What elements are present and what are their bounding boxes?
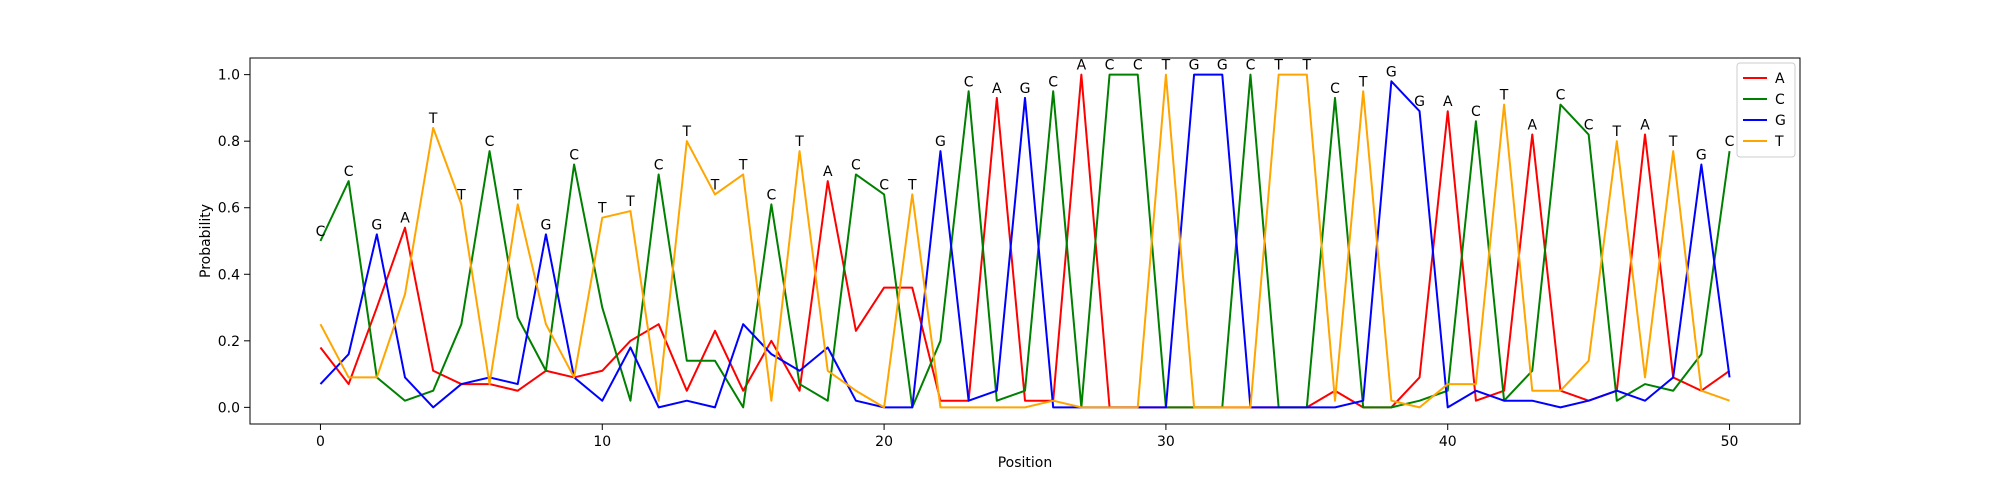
peak-label: G bbox=[1696, 147, 1707, 163]
peak-label: T bbox=[1668, 134, 1678, 150]
peak-label: T bbox=[738, 157, 748, 173]
peak-label: T bbox=[1499, 88, 1509, 104]
peak-label: G bbox=[935, 134, 946, 150]
peak-label: T bbox=[625, 194, 635, 210]
peak-label: T bbox=[428, 111, 438, 127]
legend-label-t: T bbox=[1774, 134, 1784, 150]
peak-label: C bbox=[1556, 88, 1566, 104]
peak-label: T bbox=[1302, 58, 1312, 74]
peak-label: A bbox=[1077, 58, 1087, 74]
peak-label: C bbox=[485, 134, 495, 150]
peak-label: A bbox=[1640, 118, 1650, 134]
peak-label: G bbox=[1414, 94, 1425, 110]
peak-label: T bbox=[512, 187, 522, 203]
peak-label: T bbox=[1273, 58, 1283, 74]
peak-label: T bbox=[710, 177, 720, 193]
peak-label: T bbox=[1612, 124, 1622, 140]
y-tick-label: 0.2 bbox=[218, 334, 240, 350]
y-tick-label: 1.0 bbox=[218, 68, 240, 84]
peak-label: T bbox=[794, 134, 804, 150]
peak-label: A bbox=[823, 164, 833, 180]
x-tick-label: 30 bbox=[1157, 434, 1175, 450]
peak-label: A bbox=[400, 211, 410, 227]
y-tick-label: 0.0 bbox=[218, 400, 240, 416]
y-axis-label: Probability bbox=[198, 204, 214, 278]
peak-labels: C C G A T T C T G C T T C T T T C T A C C T G C A G C A C C T G G C T T C T G G… bbox=[316, 58, 1735, 240]
x-axis-label: Position bbox=[998, 455, 1053, 471]
peak-label: C bbox=[1725, 134, 1735, 150]
peak-label: C bbox=[1246, 58, 1256, 74]
legend-label-g: G bbox=[1775, 113, 1786, 129]
y-axis: 0.0 0.2 0.4 0.6 0.8 1.0 bbox=[218, 68, 250, 416]
series-line-g bbox=[319, 73, 1731, 409]
peak-label: C bbox=[654, 157, 664, 173]
legend-label-c: C bbox=[1775, 92, 1785, 108]
peak-label: C bbox=[316, 224, 326, 240]
peak-label: C bbox=[1330, 81, 1340, 97]
x-tick-label: 40 bbox=[1439, 434, 1457, 450]
x-axis: 0 10 20 30 40 50 bbox=[316, 424, 1738, 450]
legend-box bbox=[1736, 62, 1796, 158]
peak-label: T bbox=[597, 201, 607, 217]
peak-label: C bbox=[766, 187, 776, 203]
plot-frame bbox=[249, 57, 1801, 425]
x-tick-label: 0 bbox=[316, 434, 325, 450]
x-tick-label: 10 bbox=[593, 434, 611, 450]
series-line-c bbox=[319, 73, 1731, 409]
series-line-t bbox=[319, 73, 1730, 409]
peak-label: G bbox=[540, 217, 551, 233]
peak-label: C bbox=[1584, 118, 1594, 134]
peak-label: C bbox=[964, 74, 974, 90]
peak-label: G bbox=[1386, 64, 1397, 80]
peak-label: G bbox=[1020, 81, 1031, 97]
peak-label: T bbox=[456, 187, 466, 203]
peak-label: C bbox=[344, 164, 354, 180]
legend-label-a: A bbox=[1775, 71, 1785, 87]
peak-label: T bbox=[907, 177, 917, 193]
peak-label: C bbox=[1105, 58, 1115, 74]
y-tick-label: 0.8 bbox=[218, 134, 240, 150]
peak-label: T bbox=[1161, 58, 1171, 74]
y-tick-label: 0.6 bbox=[218, 201, 240, 217]
peak-label: A bbox=[1443, 94, 1453, 110]
peak-label: T bbox=[1358, 74, 1368, 90]
x-tick-label: 20 bbox=[875, 434, 893, 450]
plot-lines bbox=[319, 73, 1731, 409]
peak-label: C bbox=[879, 177, 889, 193]
series-line-a bbox=[319, 73, 1731, 409]
peak-label: C bbox=[569, 147, 579, 163]
peak-label: C bbox=[851, 157, 861, 173]
peak-label: G bbox=[371, 217, 382, 233]
peak-label: G bbox=[1217, 58, 1228, 74]
x-tick-label: 50 bbox=[1721, 434, 1739, 450]
peak-label: C bbox=[1471, 104, 1481, 120]
peak-label: A bbox=[992, 81, 1002, 97]
peak-label: C bbox=[1048, 74, 1058, 90]
peak-label: A bbox=[1527, 118, 1537, 134]
y-tick-label: 0.4 bbox=[218, 267, 240, 283]
peak-label: G bbox=[1189, 58, 1200, 74]
peak-label: T bbox=[682, 124, 692, 140]
peak-label: C bbox=[1133, 58, 1143, 74]
